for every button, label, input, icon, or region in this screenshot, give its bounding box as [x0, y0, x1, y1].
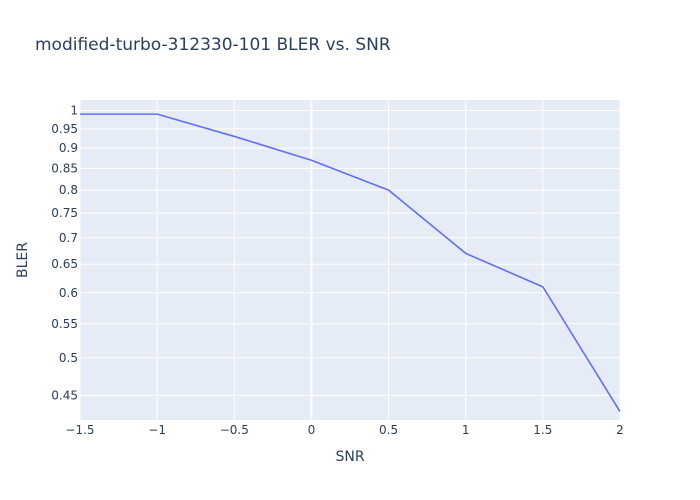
x-tick-label: 1.5 — [533, 423, 552, 437]
grid-lines — [79, 100, 621, 420]
y-tick-label: 0.8 — [59, 183, 78, 197]
y-tick-label: 0.7 — [59, 231, 78, 245]
series-line — [80, 113, 621, 413]
x-tick-labels: −1.5 −1 −0.5 0 0.5 1 1.5 2 — [65, 423, 623, 437]
x-tick-label: −1.5 — [65, 423, 94, 437]
chart-title: modified-turbo-312330-101 BLER vs. SNR — [35, 35, 391, 55]
x-tick-label: 1 — [462, 423, 470, 437]
y-axis-title: BLER — [15, 242, 31, 278]
x-axis-title: SNR — [335, 449, 364, 465]
y-tick-label: 0.65 — [51, 257, 78, 271]
y-tick-label: 0.45 — [51, 388, 78, 402]
y-tick-label: 0.5 — [59, 351, 78, 365]
y-tick-label: 0.75 — [51, 206, 78, 220]
x-tick-label: 0.5 — [379, 423, 398, 437]
plot-area — [80, 100, 620, 420]
y-tick-label: 0.85 — [51, 162, 78, 176]
x-tick-label: −1 — [148, 423, 166, 437]
x-tick-label: −0.5 — [220, 423, 249, 437]
y-tick-label: 0.9 — [59, 141, 78, 155]
x-tick-label: 2 — [616, 423, 624, 437]
y-tick-label: 1 — [70, 104, 78, 118]
y-tick-labels: 0.45 0.5 0.55 0.6 0.65 0.7 0.75 0.8 0.85 0.9 0.95 1 — [51, 104, 78, 403]
y-tick-label: 0.55 — [51, 317, 78, 331]
data-layer — [80, 113, 621, 413]
y-tick-label: 0.6 — [59, 286, 78, 300]
x-tick-label: 0 — [308, 423, 316, 437]
y-tick-label: 0.95 — [51, 122, 78, 136]
